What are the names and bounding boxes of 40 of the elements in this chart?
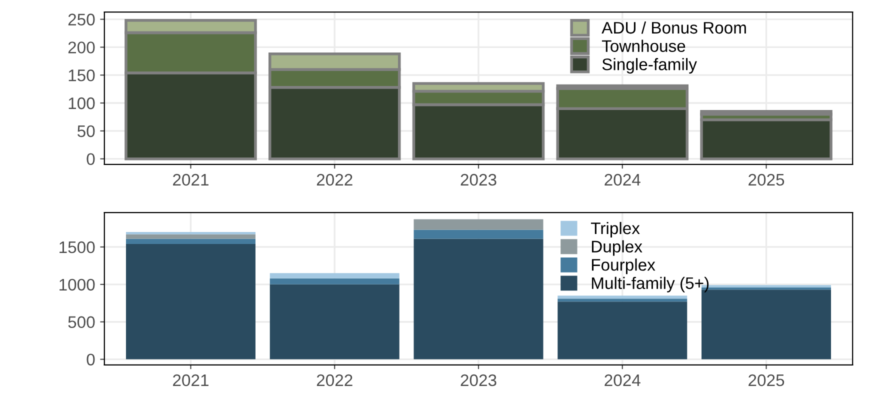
bar bbox=[270, 278, 400, 284]
y-tick-label: 0 bbox=[86, 354, 95, 366]
bar bbox=[700, 118, 832, 160]
x-tick-label: 2021 bbox=[173, 374, 208, 386]
y-tick-label: 500 bbox=[68, 316, 95, 328]
bar bbox=[558, 296, 688, 299]
bar bbox=[414, 238, 544, 360]
bar bbox=[126, 234, 256, 239]
x-tick-label: 2023 bbox=[460, 374, 496, 386]
legend-label: Triplex bbox=[590, 222, 640, 238]
x-tick-label: 2022 bbox=[316, 374, 352, 386]
legend-label: Townhouse bbox=[602, 40, 686, 52]
y-tick-label: 150 bbox=[68, 70, 95, 82]
bar bbox=[558, 298, 688, 302]
y-tick-label: 0 bbox=[86, 153, 95, 166]
y-tick-label: 1500 bbox=[60, 241, 95, 254]
x-tick-label: 2022 bbox=[316, 174, 352, 186]
y-tick-label: 250 bbox=[68, 14, 95, 26]
y-tick-label: 200 bbox=[68, 42, 95, 54]
bar bbox=[414, 230, 544, 239]
legend-label: Multi-family (5+) bbox=[592, 276, 709, 292]
legend-label: Duplex bbox=[592, 240, 642, 256]
bar bbox=[126, 238, 256, 244]
bar bbox=[126, 244, 256, 360]
y-tick-label: 1000 bbox=[60, 278, 95, 291]
bar bbox=[270, 284, 400, 360]
x-tick-label: 2024 bbox=[604, 174, 640, 186]
legend-label: Fourplex bbox=[592, 258, 656, 274]
y-tick-label: 100 bbox=[68, 97, 95, 110]
x-tick-label: 2023 bbox=[460, 174, 496, 186]
legend-label: ADU / Bonus Room bbox=[602, 21, 746, 34]
x-tick-label: 2024 bbox=[604, 374, 640, 386]
y-tick-label: 50 bbox=[78, 125, 95, 138]
x-tick-label: 2025 bbox=[748, 174, 784, 186]
x-tick-label: 2025 bbox=[748, 374, 784, 386]
bar bbox=[270, 273, 400, 278]
legend-label: Single-family bbox=[602, 58, 697, 74]
bar bbox=[414, 219, 544, 230]
bar bbox=[558, 302, 688, 360]
x-tick-label: 2021 bbox=[173, 174, 208, 186]
